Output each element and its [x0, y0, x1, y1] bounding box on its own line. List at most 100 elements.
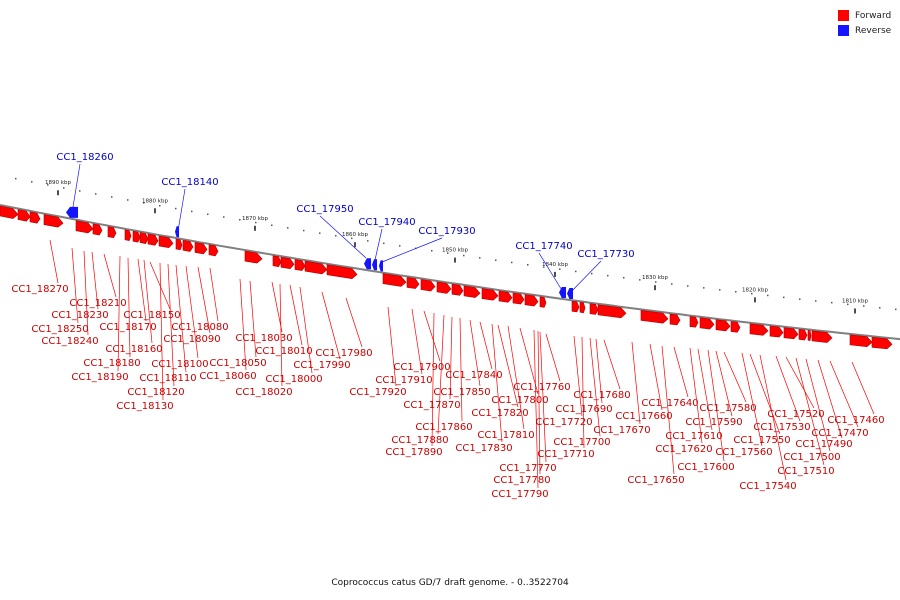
forward-gene-block [597, 304, 627, 319]
forward-gene-block [669, 313, 681, 326]
forward-gene-label: CC1_17760 [513, 382, 570, 393]
scale-label: 1840 kbp [542, 262, 568, 268]
forward-gene-block [715, 319, 731, 332]
minor-tick-dot [799, 298, 801, 300]
forward-gene-label: CC1_17510 [777, 466, 834, 477]
forward-gene-label: CC1_18010 [255, 346, 312, 357]
forward-gene-block [463, 285, 481, 298]
minor-tick-dot [495, 259, 497, 261]
forward-gene-label: CC1_17700 [553, 437, 610, 448]
forward-gene-label: CC1_18120 [127, 387, 184, 398]
forward-gene-leader [631, 341, 641, 425]
forward-gene-block [579, 301, 586, 314]
minor-tick-dot [559, 268, 561, 270]
forward-gene-label: CC1_17900 [393, 362, 450, 373]
forward-gene-label: CC1_17800 [491, 395, 548, 406]
forward-gene-leader [539, 331, 547, 463]
forward-gene-block [272, 255, 282, 268]
minor-tick-dot [159, 205, 161, 207]
forward-gene-leader [603, 339, 621, 390]
minor-tick-dot [703, 287, 705, 289]
forward-gene-block [539, 296, 547, 308]
forward-gene-leader [127, 257, 131, 358]
forward-gene-label: CC1_17860 [415, 422, 472, 433]
forward-gene-leader [103, 253, 117, 298]
forward-gene-leader [271, 281, 283, 333]
forward-gene-block [589, 303, 599, 315]
minor-tick-dot [687, 285, 689, 287]
forward-gene-leader [167, 263, 175, 387]
scale-label: 1890 kbp [45, 180, 71, 186]
minor-tick-dot [319, 232, 321, 234]
forward-gene-leader [805, 358, 831, 452]
forward-gene-leader [595, 338, 603, 404]
forward-gene-label: CC1_18060 [199, 371, 256, 382]
minor-tick-dot [255, 221, 257, 224]
forward-gene-leader [497, 324, 519, 408]
scale-tick [454, 257, 456, 263]
forward-gene-block [75, 220, 94, 234]
forward-gene-block [498, 290, 513, 303]
minor-tick-dot [783, 296, 785, 299]
scale-label: 1830 kbp [642, 275, 668, 281]
minor-tick-dot [895, 308, 897, 311]
forward-gene-block [139, 232, 149, 244]
forward-gene-label: CC1_17520 [767, 409, 824, 420]
scale-tick [354, 242, 356, 248]
scale-label: 1860 kbp [342, 232, 368, 238]
forward-gene-label: CC1_17600 [677, 462, 734, 473]
forward-gene-label: CC1_18130 [116, 401, 173, 412]
minor-tick-dot [303, 229, 305, 232]
forward-gene-label: CC1_18190 [71, 372, 128, 383]
forward-gene-label: CC1_18090 [163, 334, 220, 345]
forward-gene-label: CC1_17720 [535, 417, 592, 428]
forward-gene-label: CC1_17990 [293, 360, 350, 371]
scale-tick [57, 190, 59, 196]
reverse-gene-block [66, 206, 78, 218]
forward-gene-block [29, 211, 41, 224]
forward-gene-label: CC1_17620 [655, 444, 712, 455]
reverse-gene-block [372, 259, 377, 271]
forward-gene-leader [795, 357, 825, 466]
forward-gene-block [699, 317, 715, 330]
legend-forward-label: Forward [855, 10, 892, 21]
forward-gene-leader [299, 286, 313, 374]
forward-gene-block [244, 250, 263, 264]
forward-gene-label: CC1_18270 [11, 284, 68, 295]
reverse-gene-label: CC1_17740 [515, 241, 572, 252]
forward-gene-leader [175, 264, 187, 373]
reverse-gene-label: CC1_18260 [56, 152, 113, 163]
reverse-gene-block [379, 260, 383, 272]
minor-tick-dot [623, 277, 625, 279]
forward-gene-block [807, 330, 812, 341]
reverse-gene-label: CC1_17940 [358, 217, 415, 228]
minor-tick-dot [223, 216, 225, 218]
forward-gene-block [280, 256, 295, 270]
forward-gene-label: CC1_17460 [827, 415, 884, 426]
forward-gene-block [158, 235, 174, 249]
scale-label: 1880 kbp [142, 198, 168, 204]
forward-gene-block [294, 259, 306, 271]
minor-tick-dot [63, 187, 65, 189]
minor-tick-dot [95, 193, 97, 195]
scale-label: 1870 kbp [242, 216, 268, 222]
forward-gene-leader [91, 251, 99, 310]
forward-gene-block [0, 205, 19, 219]
forward-gene-leader [137, 258, 147, 322]
forward-gene-label: CC1_17840 [445, 370, 502, 381]
minor-tick-dot [655, 281, 657, 283]
forward-gene-leader [533, 329, 539, 489]
minor-tick-dot [111, 196, 113, 198]
forward-gene-label: CC1_17780 [493, 475, 550, 486]
genome-caption: Coprococcus catus GD/7 draft genome. - 0… [331, 578, 569, 588]
forward-swatch [838, 10, 849, 21]
minor-tick-dot [367, 240, 369, 242]
minor-tick-dot [287, 227, 289, 229]
forward-gene-block [147, 233, 159, 246]
forward-gene-label: CC1_17910 [375, 375, 432, 386]
forward-gene-leader [581, 336, 585, 449]
forward-gene-label: CC1_17550 [733, 435, 790, 446]
forward-gene-leader [507, 325, 525, 430]
forward-gene-leader [479, 321, 493, 370]
